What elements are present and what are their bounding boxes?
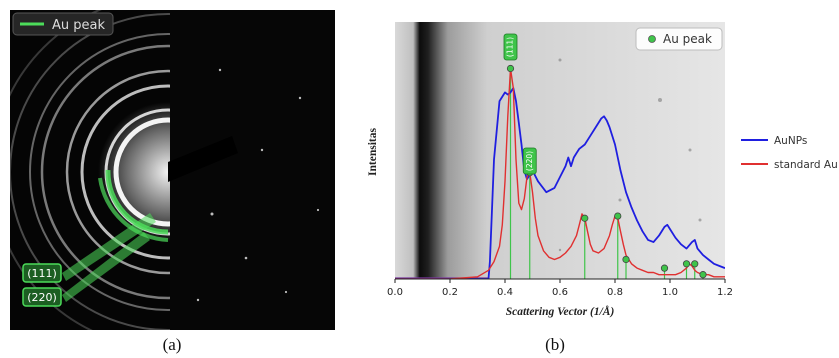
diffraction-rings [10, 10, 335, 330]
au-peak-marker [660, 264, 669, 272]
peak-tag-label: (111) [506, 37, 515, 57]
au-peak-marker [691, 260, 699, 268]
au-peak-marker [622, 255, 630, 264]
panel-a-legend: Au peak [12, 12, 114, 36]
series-line-aunps [395, 87, 725, 279]
panel-b: 0.0 0.2 0.4 0.6 0.8 1.0 1.2 Scattering Vector … [367, 22, 838, 354]
outside-legend-label: AuNPs [774, 135, 807, 147]
beam-stopper [168, 136, 238, 182]
plot-background-image [395, 22, 725, 279]
masked-half [170, 10, 335, 330]
inside-legend: Au peak [635, 27, 723, 51]
au-peak-marker [614, 212, 622, 220]
peak-tag: (111) [503, 33, 518, 61]
label-pointer-220 [62, 232, 150, 302]
series-line-standard-au [395, 67, 725, 279]
x-tick-label: 0.4 [497, 287, 513, 298]
au-peak-marker [506, 64, 515, 73]
speckles [196, 68, 320, 302]
x-tick-label: 0.6 [552, 287, 568, 298]
au-ring-220-highlight [98, 177, 169, 242]
au-peak-marker [682, 260, 691, 268]
inside-legend-box [635, 27, 723, 51]
ring-label-220: (220) [22, 287, 62, 307]
au-ring-111-highlight [105, 169, 169, 235]
x-tick-label: 1.0 [662, 287, 678, 298]
peak-tag-box [503, 33, 518, 61]
ring-label-220-text: (220) [27, 291, 57, 304]
peak-tag-box [522, 147, 537, 175]
panel-a-caption: (a) [163, 335, 182, 354]
x-tick-label: 0.0 [387, 287, 403, 298]
x-tick-label: 1.2 [717, 287, 733, 298]
panel-b-caption: (b) [545, 335, 565, 354]
x-tick-label: 0.2 [442, 287, 458, 298]
peak-tag-label: (220) [525, 151, 534, 171]
x-axis-label: Scattering Vector (1/Å) [506, 305, 615, 318]
legend-box [12, 12, 114, 36]
plot-background-speckles [558, 58, 702, 252]
y-axis-label: Intensitas [367, 128, 379, 176]
x-axis-ticks: 0.0 0.2 0.4 0.6 0.8 1.0 1.2 [387, 279, 733, 298]
panel-a: Au peak (111) (220) (a) [10, 10, 335, 354]
label-pointer-111 [62, 213, 156, 281]
x-tick-label: 0.8 [607, 287, 623, 298]
outside-legend-label: standard Au [774, 159, 838, 171]
inside-legend-marker [648, 35, 656, 43]
plot-lines [395, 67, 725, 279]
outside-legend: AuNPs standard Au [741, 135, 838, 171]
peak-tags: (111) (220) [503, 33, 537, 175]
au-peak-marker [581, 214, 589, 222]
legend-label: Au peak [52, 18, 105, 33]
inside-legend-label: Au peak [663, 32, 712, 46]
ring-label-111: (111) [22, 263, 62, 283]
au-peak-marker [699, 271, 707, 279]
peak-tag: (220) [522, 147, 537, 175]
ring-label-111-text: (111) [27, 267, 57, 280]
